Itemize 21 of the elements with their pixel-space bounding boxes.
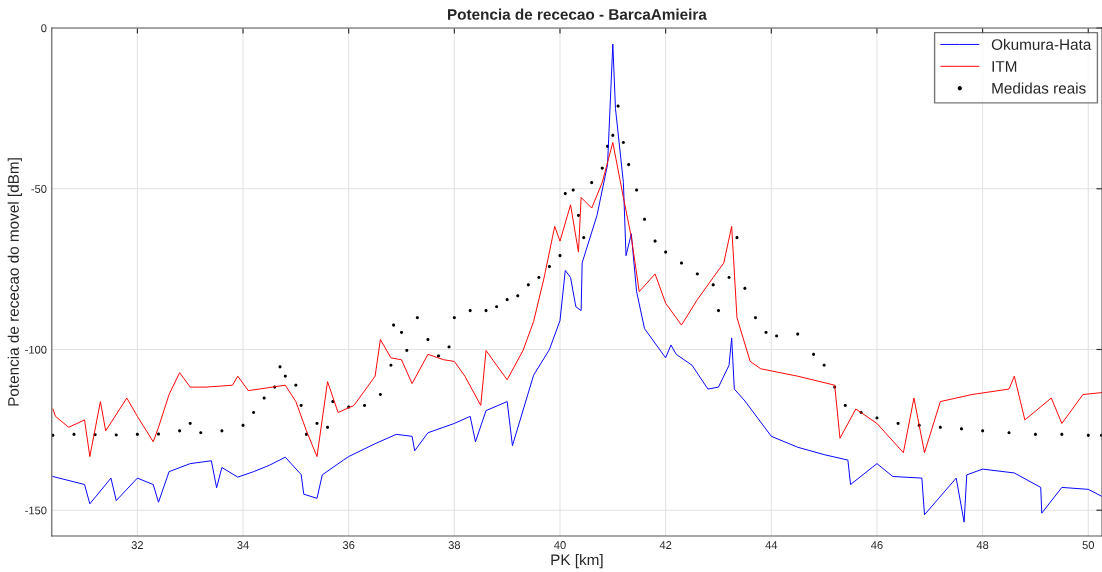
x-tick-label: 46 [871,541,883,549]
y-tick-label: -150 [25,506,47,515]
y-tick-label: 0 [41,24,47,33]
x-tick-label: 42 [659,541,672,549]
legend-label: Okumura-Hata [991,38,1092,50]
x-tick-label: 36 [342,541,355,549]
x-tick-label: 32 [131,541,143,549]
line-series [52,141,1102,458]
y-tick-label: -50 [31,185,47,193]
x-tick-label: 40 [554,541,566,549]
y-axis-title: Potencia de rececao do movel [dBm] [7,158,22,406]
x-tick-label: 34 [237,541,249,549]
chart-title: Potencia de rececao - BarcaAmieira [448,8,707,20]
x-tick-label: 38 [448,541,461,549]
x-tick-label: 44 [765,541,778,549]
x-tick-label: 48 [976,541,989,549]
legend-label: Medidas reais [992,82,1086,94]
y-tick-label: -100 [25,345,47,354]
x-tick-label: 50 [1082,541,1095,549]
legend-label: ITM [992,61,1017,72]
x-axis-title: PK [km] [551,553,603,569]
